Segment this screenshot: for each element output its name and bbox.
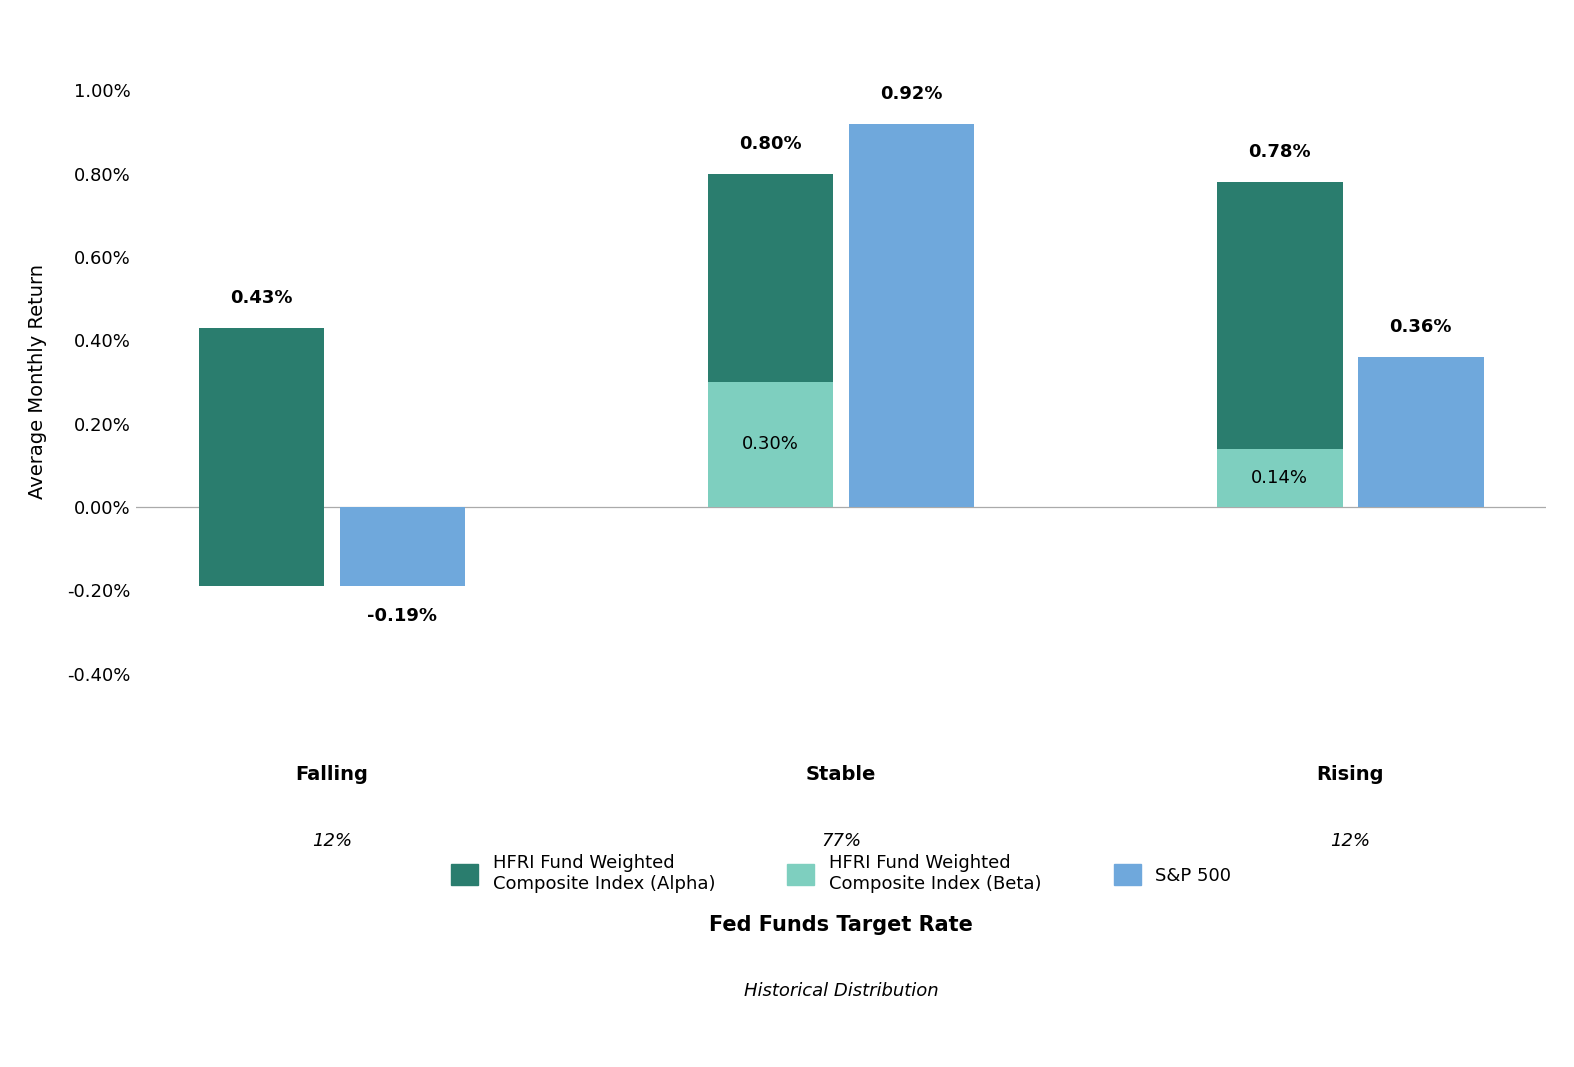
Text: 0.36%: 0.36% <box>1390 318 1453 336</box>
Text: 0.14%: 0.14% <box>1251 468 1308 487</box>
Text: 0.62%: 0.62% <box>233 448 290 466</box>
Text: Fed Funds Target Rate: Fed Funds Target Rate <box>710 915 973 936</box>
Bar <box>848 124 974 507</box>
Bar <box>198 507 324 586</box>
Text: Stable: Stable <box>806 765 877 784</box>
Text: Falling: Falling <box>296 765 368 784</box>
Y-axis label: Average Monthly Return: Average Monthly Return <box>28 265 47 499</box>
Text: 0.30%: 0.30% <box>741 435 800 453</box>
Text: 12%: 12% <box>1330 832 1371 850</box>
Bar <box>1358 357 1484 507</box>
Text: 0.92%: 0.92% <box>880 84 943 102</box>
Text: 12%: 12% <box>312 832 353 850</box>
Text: -0.19%: -0.19% <box>230 538 293 556</box>
Text: 0.78%: 0.78% <box>1248 143 1311 161</box>
Text: Rising: Rising <box>1316 765 1384 784</box>
Bar <box>1217 182 1343 448</box>
Legend: HFRI Fund Weighted
Composite Index (Alpha), HFRI Fund Weighted
Composite Index (: HFRI Fund Weighted Composite Index (Alph… <box>433 837 1250 911</box>
Text: 0.43%: 0.43% <box>230 289 293 307</box>
Text: 0.65%: 0.65% <box>1251 306 1308 324</box>
Bar <box>708 174 833 382</box>
Text: 77%: 77% <box>822 832 861 850</box>
Text: 0.50%: 0.50% <box>741 269 800 287</box>
Text: 0.80%: 0.80% <box>740 134 801 153</box>
Text: -0.19%: -0.19% <box>367 607 438 625</box>
Text: Historical Distribution: Historical Distribution <box>745 982 938 1000</box>
Bar <box>1217 448 1343 507</box>
Bar <box>708 382 833 507</box>
Bar <box>340 507 464 586</box>
Bar <box>198 328 324 586</box>
